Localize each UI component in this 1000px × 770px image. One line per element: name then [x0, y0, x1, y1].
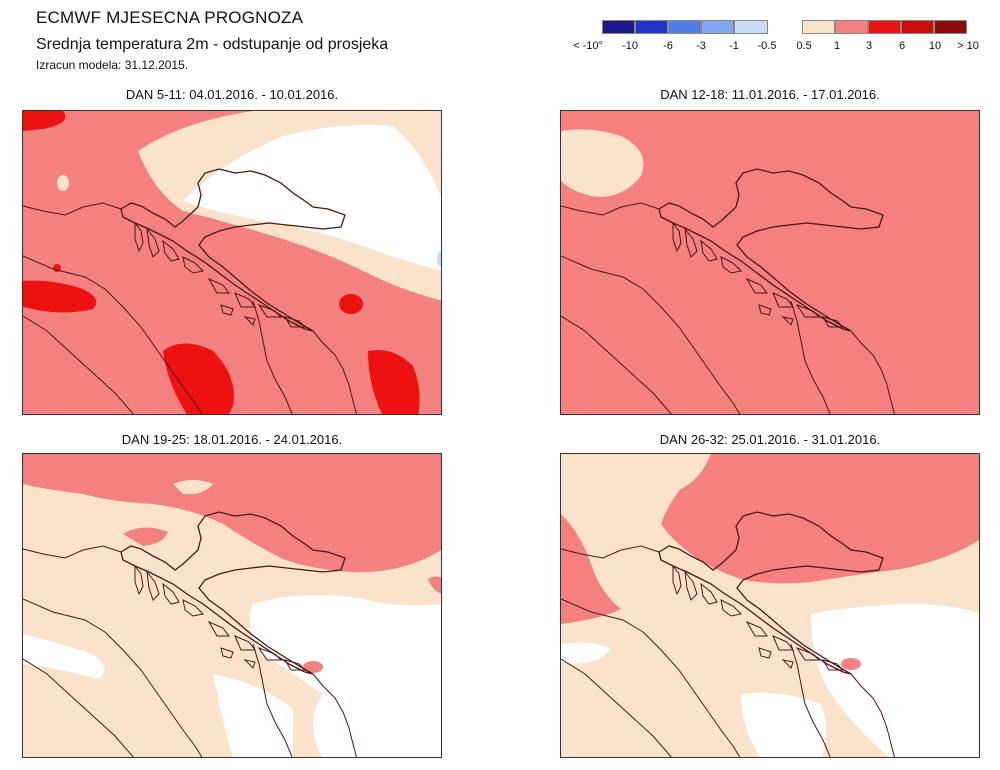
- legend-tick: -0.5: [757, 40, 777, 52]
- legend-tick: 6: [898, 40, 906, 52]
- legend-swatch: [734, 20, 768, 34]
- legend-tick: -3: [696, 40, 706, 52]
- forecast-map-panel-3: [22, 453, 442, 758]
- legend-tick: -1: [729, 40, 739, 52]
- panel-title: DAN 26-32: 25.01.2016. - 31.01.2016.: [659, 432, 881, 447]
- legend-swatch: [635, 20, 668, 34]
- legend-tick: -6: [663, 40, 673, 52]
- legend-swatch: [668, 20, 701, 34]
- forecast-map-panel-4: [560, 453, 980, 758]
- legend-swatch: [602, 20, 635, 34]
- legend-tick: 3: [865, 40, 873, 52]
- legend-tick: > 10: [957, 40, 979, 52]
- legend-swatch: [934, 20, 967, 34]
- model-run-date: Izracun modela: 31.12.2015.: [36, 58, 189, 72]
- legend-tick: 1: [833, 40, 841, 52]
- color-legend: < -10° -10 -6 -3 -1 -0.5 0.5 1 3 6 10 > …: [570, 20, 990, 60]
- forecast-map-panel-1: [22, 110, 442, 415]
- legend-swatch: [701, 20, 734, 34]
- legend-swatch: [868, 20, 901, 34]
- legend-swatch: [802, 20, 835, 34]
- panel-title: DAN 5-11: 04.01.2016. - 10.01.2016.: [125, 87, 339, 102]
- map-subtitle: Srednja temperatura 2m - odstupanje od p…: [36, 36, 389, 53]
- forecast-map-panel-2: [560, 110, 980, 415]
- legend-swatch: [835, 20, 868, 34]
- legend-tick: 0.5: [796, 40, 812, 52]
- legend-tick: -10: [622, 40, 638, 52]
- panel-title: DAN 12-18: 11.01.2016. - 17.01.2016.: [660, 87, 880, 102]
- legend-swatch: [901, 20, 934, 34]
- legend-tick: 10: [928, 40, 942, 52]
- panel-title: DAN 19-25: 18.01.2016. - 24.01.2016.: [121, 432, 343, 447]
- legend-tick: < -10°: [573, 40, 603, 52]
- map-title: ECMWF MJESECNA PROGNOZA: [36, 8, 304, 27]
